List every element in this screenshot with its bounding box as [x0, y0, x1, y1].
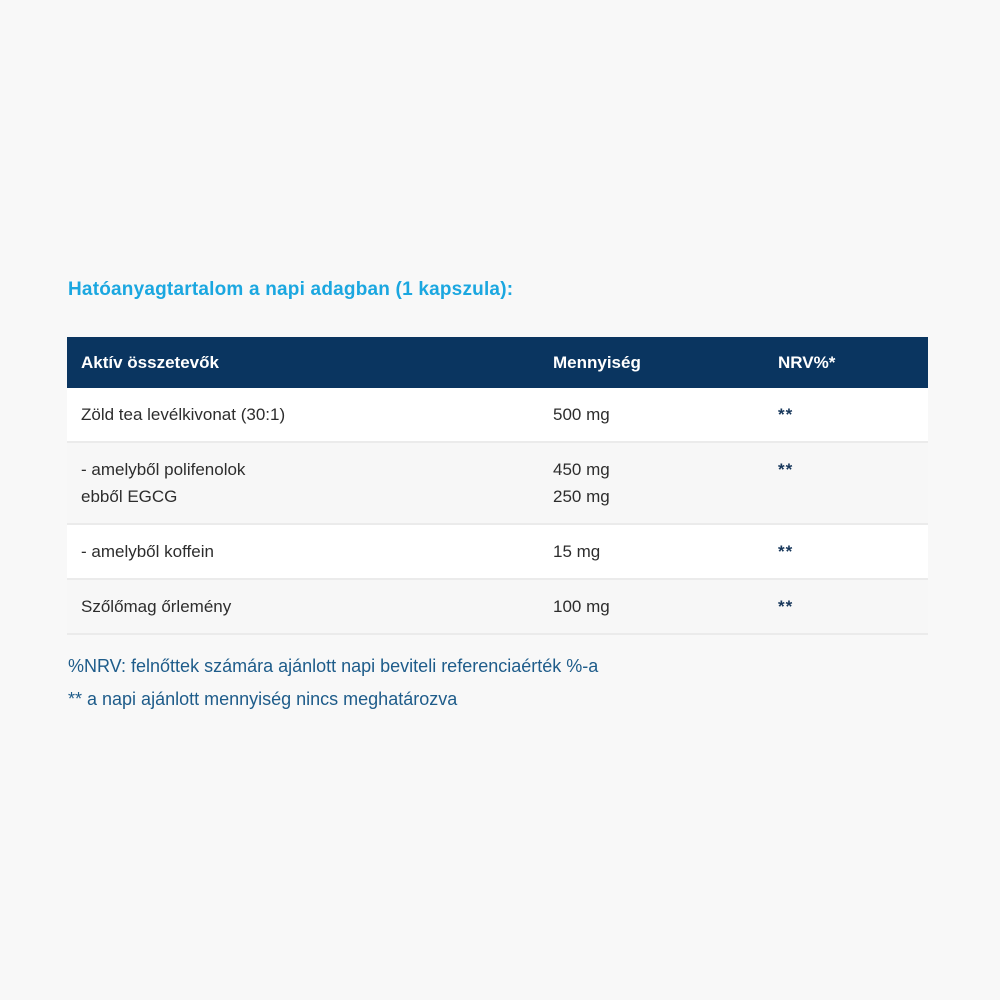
ingredient-name: - amelyből koffein [81, 542, 214, 561]
header-ingredient-column: Aktív összetevők [81, 353, 219, 372]
ingredient-name: Zöld tea levélkivonat (30:1) [81, 405, 286, 424]
ingredient-amount: 15 mg [553, 542, 601, 561]
footnote-no-daily-value: ** a napi ajánlott mennyiség nincs megha… [68, 689, 458, 709]
ingredient-amount: 500 mg [553, 405, 610, 424]
ingredients-table: Aktív összetevők Mennyiség NRV%* Zöld te… [67, 337, 928, 635]
table-header-row: Aktív összetevők Mennyiség NRV%* [67, 337, 928, 388]
ingredient-amount: 450 mg 250 mg [553, 460, 610, 506]
header-nrv-column: NRV%* [778, 353, 836, 372]
ingredient-amount: 100 mg [553, 597, 610, 616]
section-title: Hatóanyagtartalom a napi adagban (1 kaps… [68, 279, 514, 300]
ingredient-name: - amelyből polifenolok ebből EGCG [81, 460, 246, 506]
table-row: Zöld tea levélkivonat (30:1) 500 mg ** [67, 388, 928, 441]
nrv-value: ** [778, 405, 794, 424]
nrv-value: ** [778, 597, 794, 616]
header-amount-column: Mennyiség [553, 353, 641, 372]
nrv-value: ** [778, 542, 794, 561]
table-row: Szőlőmag őrlemény 100 mg ** [67, 578, 928, 635]
table-row: - amelyből koffein 15 mg ** [67, 523, 928, 578]
ingredient-name: Szőlőmag őrlemény [81, 597, 232, 616]
table-row: - amelyből polifenolok ebből EGCG 450 mg… [67, 441, 928, 523]
nrv-value: ** [778, 460, 794, 479]
footnote-nrv-definition: %NRV: felnőttek számára ajánlott napi be… [68, 656, 599, 676]
